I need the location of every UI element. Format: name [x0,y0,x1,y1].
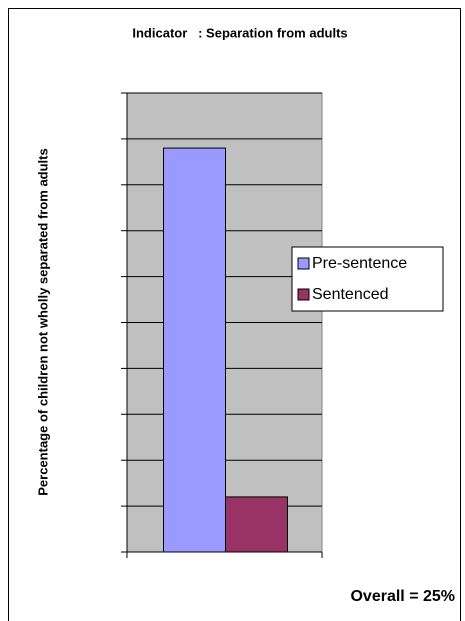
legend [291,246,444,312]
annotation: Overall = 25% [350,588,455,605]
legend-swatch [297,257,310,270]
y-axis-label: Percentage of children not wholly separa… [35,148,50,495]
bar [163,147,226,553]
chart-title: Indicator : Separation from adults [132,25,347,40]
legend-label: Sentenced [312,286,389,303]
legend-label: Pre-sentence [312,255,407,272]
legend-swatch [297,288,310,301]
bar [225,496,288,553]
